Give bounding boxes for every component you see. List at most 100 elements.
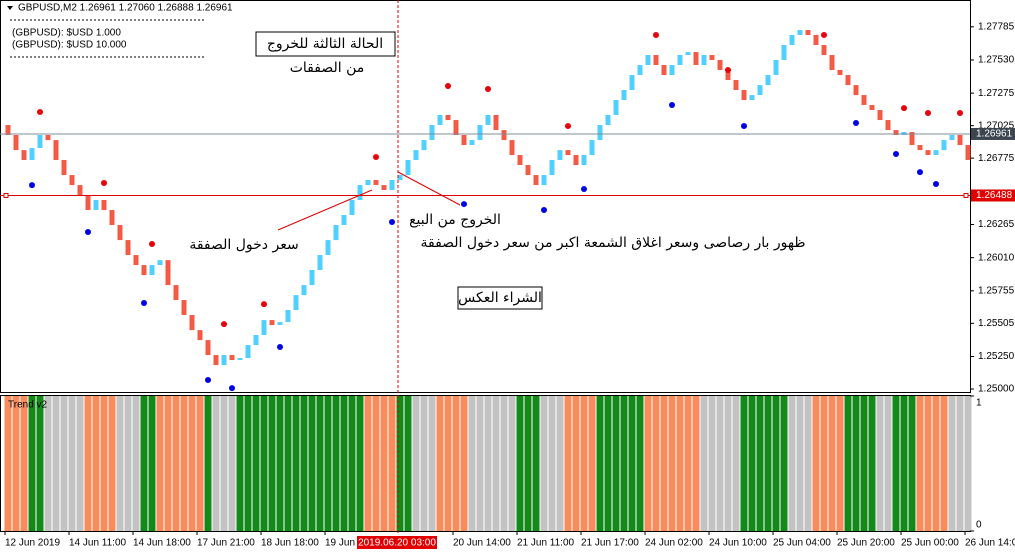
candle-body	[285, 310, 291, 323]
candle-body	[29, 148, 35, 160]
candle-body	[501, 130, 507, 141]
candle-body	[853, 85, 859, 96]
candle-body	[253, 335, 259, 346]
x-tick-label: 20 Jun 14:00	[453, 538, 511, 549]
candle-body	[405, 159, 411, 176]
candle-body	[517, 155, 523, 166]
candle-body	[773, 59, 779, 76]
fractal-high	[261, 301, 267, 308]
candle-body	[221, 355, 227, 366]
trend-bar	[812, 396, 820, 531]
x-tick-label: 18 Jun 18:00	[261, 538, 319, 549]
candle-body	[565, 150, 571, 156]
trend-bar	[484, 396, 492, 531]
annotation: الخروج من البيع	[409, 212, 501, 228]
candle-body	[781, 45, 787, 60]
annotation-arrow	[397, 171, 461, 206]
candle-body	[581, 155, 587, 166]
trend-bar	[732, 396, 740, 531]
fractal-high	[373, 153, 379, 160]
trend-bar	[436, 396, 444, 531]
fractal-low	[893, 150, 899, 157]
candle-body	[93, 200, 99, 211]
candle-body	[133, 255, 139, 266]
candle-body	[533, 175, 539, 186]
candle-body	[669, 65, 675, 76]
candle-body	[373, 180, 379, 186]
candle-body	[709, 55, 715, 60]
indicator-tick-label: 1	[976, 398, 982, 409]
trend-bar	[420, 396, 428, 531]
trend-bar	[964, 396, 972, 531]
fractal-high	[653, 31, 659, 38]
candle-body	[597, 124, 603, 141]
trend-bar	[556, 396, 564, 531]
fractal-low	[917, 169, 923, 176]
fractal-high	[957, 110, 963, 117]
trend-bar	[636, 396, 644, 531]
trend-bar	[540, 396, 548, 531]
trend-bar	[572, 396, 580, 531]
x-tick-label: 17 Jun 21:00	[197, 538, 255, 549]
candle-body	[397, 175, 403, 181]
candle-body	[381, 185, 387, 191]
trend-bar	[292, 396, 300, 531]
level-marker	[3, 192, 9, 198]
candle-body	[173, 285, 179, 301]
cursor-label: 2019.06.20 03:00	[358, 538, 436, 549]
trend-bar	[172, 396, 180, 531]
candle-body	[317, 255, 323, 271]
candle-body	[477, 124, 483, 141]
x-tick-label: 12 Jun 2019	[5, 538, 60, 549]
y-tick-label: 1.27530	[978, 55, 1015, 66]
trend-bar	[660, 396, 668, 531]
trend-bar	[236, 396, 244, 531]
trend-bar	[596, 396, 604, 531]
trend-bar	[212, 396, 220, 531]
y-tick-label: 1.26775	[978, 153, 1015, 164]
fractal-low	[461, 201, 467, 208]
trend-bar	[900, 396, 908, 531]
trend-bar	[92, 396, 100, 531]
trend-bar	[868, 396, 876, 531]
trend-bar	[548, 396, 556, 531]
annotation: من الصفقات	[290, 60, 365, 76]
candle-body	[797, 30, 803, 35]
trend-bar	[428, 396, 436, 531]
trend-bar	[532, 396, 540, 531]
trend-bar	[268, 396, 276, 531]
level-marker	[963, 192, 969, 198]
annotation-box	[255, 31, 396, 57]
trend-bar	[916, 396, 924, 531]
trend-bar	[508, 396, 516, 531]
fractal-low	[277, 343, 283, 350]
fractal-low	[141, 300, 147, 307]
trend-bar	[44, 396, 52, 531]
annotation: الشراء العكس	[458, 290, 542, 306]
candle-body	[573, 155, 579, 166]
trend-bar	[708, 396, 716, 531]
candle-body	[877, 110, 883, 121]
candle-body	[165, 260, 171, 286]
x-tick-label: 26 Jun 14:00	[965, 538, 1015, 549]
candle-body	[237, 358, 243, 361]
trend-bar	[724, 396, 732, 531]
fractal-low	[541, 207, 547, 214]
x-tick-label: 25 Jun 04:00	[773, 538, 831, 549]
trend-bar	[860, 396, 868, 531]
candle-body	[149, 265, 155, 276]
candle-body	[949, 135, 955, 141]
trend-bar	[612, 396, 620, 531]
candle-body	[525, 165, 531, 176]
fractal-high	[485, 85, 491, 92]
candle-body	[789, 34, 795, 46]
candle-body	[181, 300, 187, 316]
trend-bar	[28, 396, 36, 531]
trend-bar	[684, 396, 692, 531]
candle-body	[213, 355, 219, 366]
candle-body	[469, 140, 475, 146]
candle-body	[277, 322, 283, 326]
trend-bar	[476, 396, 484, 531]
trend-bar	[924, 396, 932, 531]
candle-body	[757, 85, 763, 96]
